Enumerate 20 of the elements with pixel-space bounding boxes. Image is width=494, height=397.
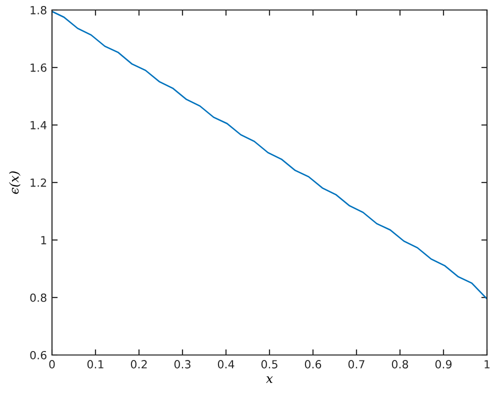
x-tick-label: 1: [484, 360, 490, 368]
y-tick-label: 1.6: [30, 63, 46, 72]
x-tick-label: 0.3: [174, 360, 190, 368]
x-tick-label: 0.8: [392, 360, 408, 368]
x-tick-label: 0.7: [348, 360, 364, 368]
x-tick-label: 0.2: [130, 360, 147, 368]
y-tick-label: 1.2: [30, 178, 46, 187]
x-tick-label: 0.1: [87, 360, 104, 368]
x-tick-label: 0.6: [304, 360, 322, 368]
x-axis-title: x: [266, 376, 273, 383]
y-tick-label: 1: [41, 236, 46, 244]
x-tick-label: 0: [49, 360, 55, 368]
x-tick-label: 0.4: [218, 360, 234, 368]
y-tick-label: 0.6: [30, 350, 46, 360]
y-tick-label: 1.8: [30, 6, 46, 14]
x-tick-label: 0.9: [435, 360, 452, 368]
y-axis-title: ϵ(x): [9, 171, 20, 194]
y-tick-label: 1.4: [30, 121, 47, 130]
x-tick-label: 0.5: [261, 360, 278, 368]
y-tick-label: 0.8: [30, 293, 46, 302]
